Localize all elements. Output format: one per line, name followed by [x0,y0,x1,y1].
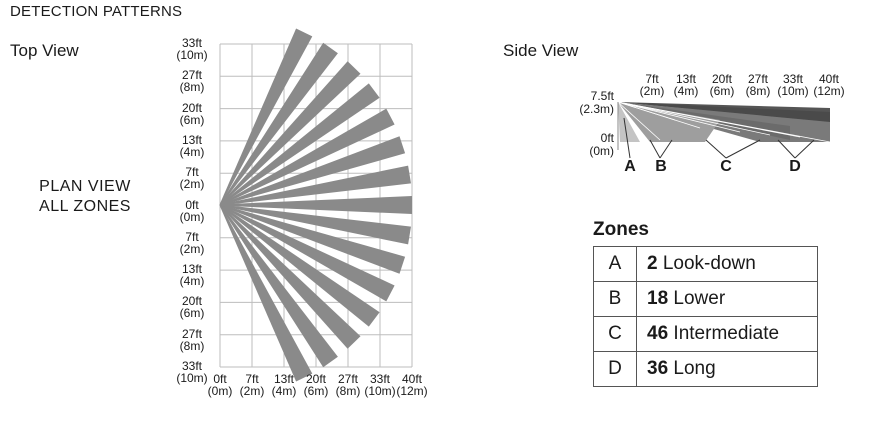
zone-name: Look-down [662,253,756,274]
side-beam-lower [618,102,720,142]
zone-name: Intermediate [673,323,780,344]
x-tick-label: 0ft (0m) [207,372,233,398]
zone-pointer-line [705,139,727,159]
zone-letter: D [593,351,637,387]
plan-view-label-line2: ALL ZONES [39,198,131,215]
zone-pointer-line [725,139,761,159]
top-beam [219,83,380,206]
side-beam-lookdown [618,102,640,142]
side-view-beams [617,101,831,150]
side-x-tick-label: 13ft (4m) [673,72,699,98]
x-tick-label: 33ft (10m) [364,372,396,398]
x-tick-label: 13ft (4m) [271,372,297,398]
zones-row-a: A 2 Look-down [593,246,818,282]
side-x-tick-label: 40ft (12m) [813,72,845,98]
y-tick-label: 13ft (4m) [179,132,205,159]
top-beam [219,204,411,245]
zone-pointer-line [623,117,631,159]
zone-pointer-line [659,139,673,159]
y-tick-label: 7ft (2m) [179,165,205,192]
zones-title: Zones [593,219,649,240]
zone-letter: B [593,281,637,317]
y-tick-label: 20ft (6m) [179,100,205,127]
x-tick-label: 27ft (8m) [335,372,361,398]
top-beam [219,108,395,206]
side-zone-letter-a: A [624,158,636,175]
zone-description: 46 Intermediate [636,316,818,352]
zones-row-b: B 18 Lower [593,281,818,317]
y-tick-label: 20ft (6m) [179,294,205,321]
top-view-title: Top View [10,41,79,60]
zone-letter: A [593,246,637,282]
top-beam [219,204,395,302]
top-beam [219,204,380,327]
top-beam [220,196,412,214]
zones-table: A 2 Look-down B 18 Lower C 46 Intermedia… [593,246,818,387]
zone-description: 2 Look-down [636,246,818,282]
zone-count: 46 [647,323,669,344]
top-view-beams [219,28,412,382]
top-beam [219,42,338,206]
zones-row-d: D 36 Long [593,351,818,387]
side-view-floor-label: 0ft (0m) [589,131,614,158]
top-beam [219,165,411,206]
y-tick-label: 27ft (8m) [179,68,205,95]
top-beam [219,204,406,274]
top-beam [219,136,406,206]
zone-pointer-line [794,139,815,159]
x-tick-label: 40ft (12m) [396,372,428,398]
zone-count: 2 [647,253,658,274]
side-beam-separator [617,101,676,121]
y-tick-label: 33ft (10m) [176,36,208,62]
zone-description: 36 Long [636,351,818,387]
side-x-tick-label: 27ft (8m) [745,72,771,98]
side-x-tick-label: 33ft (10m) [777,72,809,98]
zone-count: 18 [647,288,669,309]
zone-name: Lower [673,288,726,309]
plan-view-label-line1: PLAN VIEW [39,178,131,195]
side-x-tick-label: 7ft (2m) [639,72,665,98]
side-view-title: Side View [503,41,579,60]
side-beam-separator [617,101,831,143]
zones-row-c: C 46 Intermediate [593,316,818,352]
side-view-pointer-lines [623,117,815,159]
top-beam [219,204,338,368]
zone-description: 18 Lower [636,281,818,317]
top-beam [219,204,361,349]
side-beam-separator [617,101,771,136]
side-zone-letter-d: D [789,158,801,175]
zone-pointer-line [649,139,661,159]
side-view-height-label: 7.5ft (2.3m) [579,89,614,116]
side-beam-separator [617,101,741,133]
side-zone-letter-c: C [720,158,732,175]
zone-name: Long [673,358,716,379]
y-tick-label: 0ft (0m) [179,197,205,224]
zone-pointer-line [777,139,796,159]
x-tick-label: 20ft (6m) [303,372,329,398]
y-tick-label: 13ft (4m) [179,262,205,289]
zone-letter: C [593,316,637,352]
top-beam [219,28,313,206]
top-beam [219,204,313,382]
y-tick-label: 7ft (2m) [179,229,205,256]
plan-view-label: PLAN VIEW ALL ZONES [30,177,140,217]
x-tick-label: 7ft (2m) [239,372,265,398]
y-tick-label: 33ft (10m) [176,359,208,385]
side-x-tick-label: 20ft (6m) [709,72,735,98]
y-tick-label: 27ft (8m) [179,326,205,353]
zone-count: 36 [647,358,669,379]
top-beam [219,61,361,206]
page-heading: DETECTION PATTERNS [10,3,183,20]
side-zone-letter-b: B [655,158,667,175]
side-beam-separator [617,101,661,141]
